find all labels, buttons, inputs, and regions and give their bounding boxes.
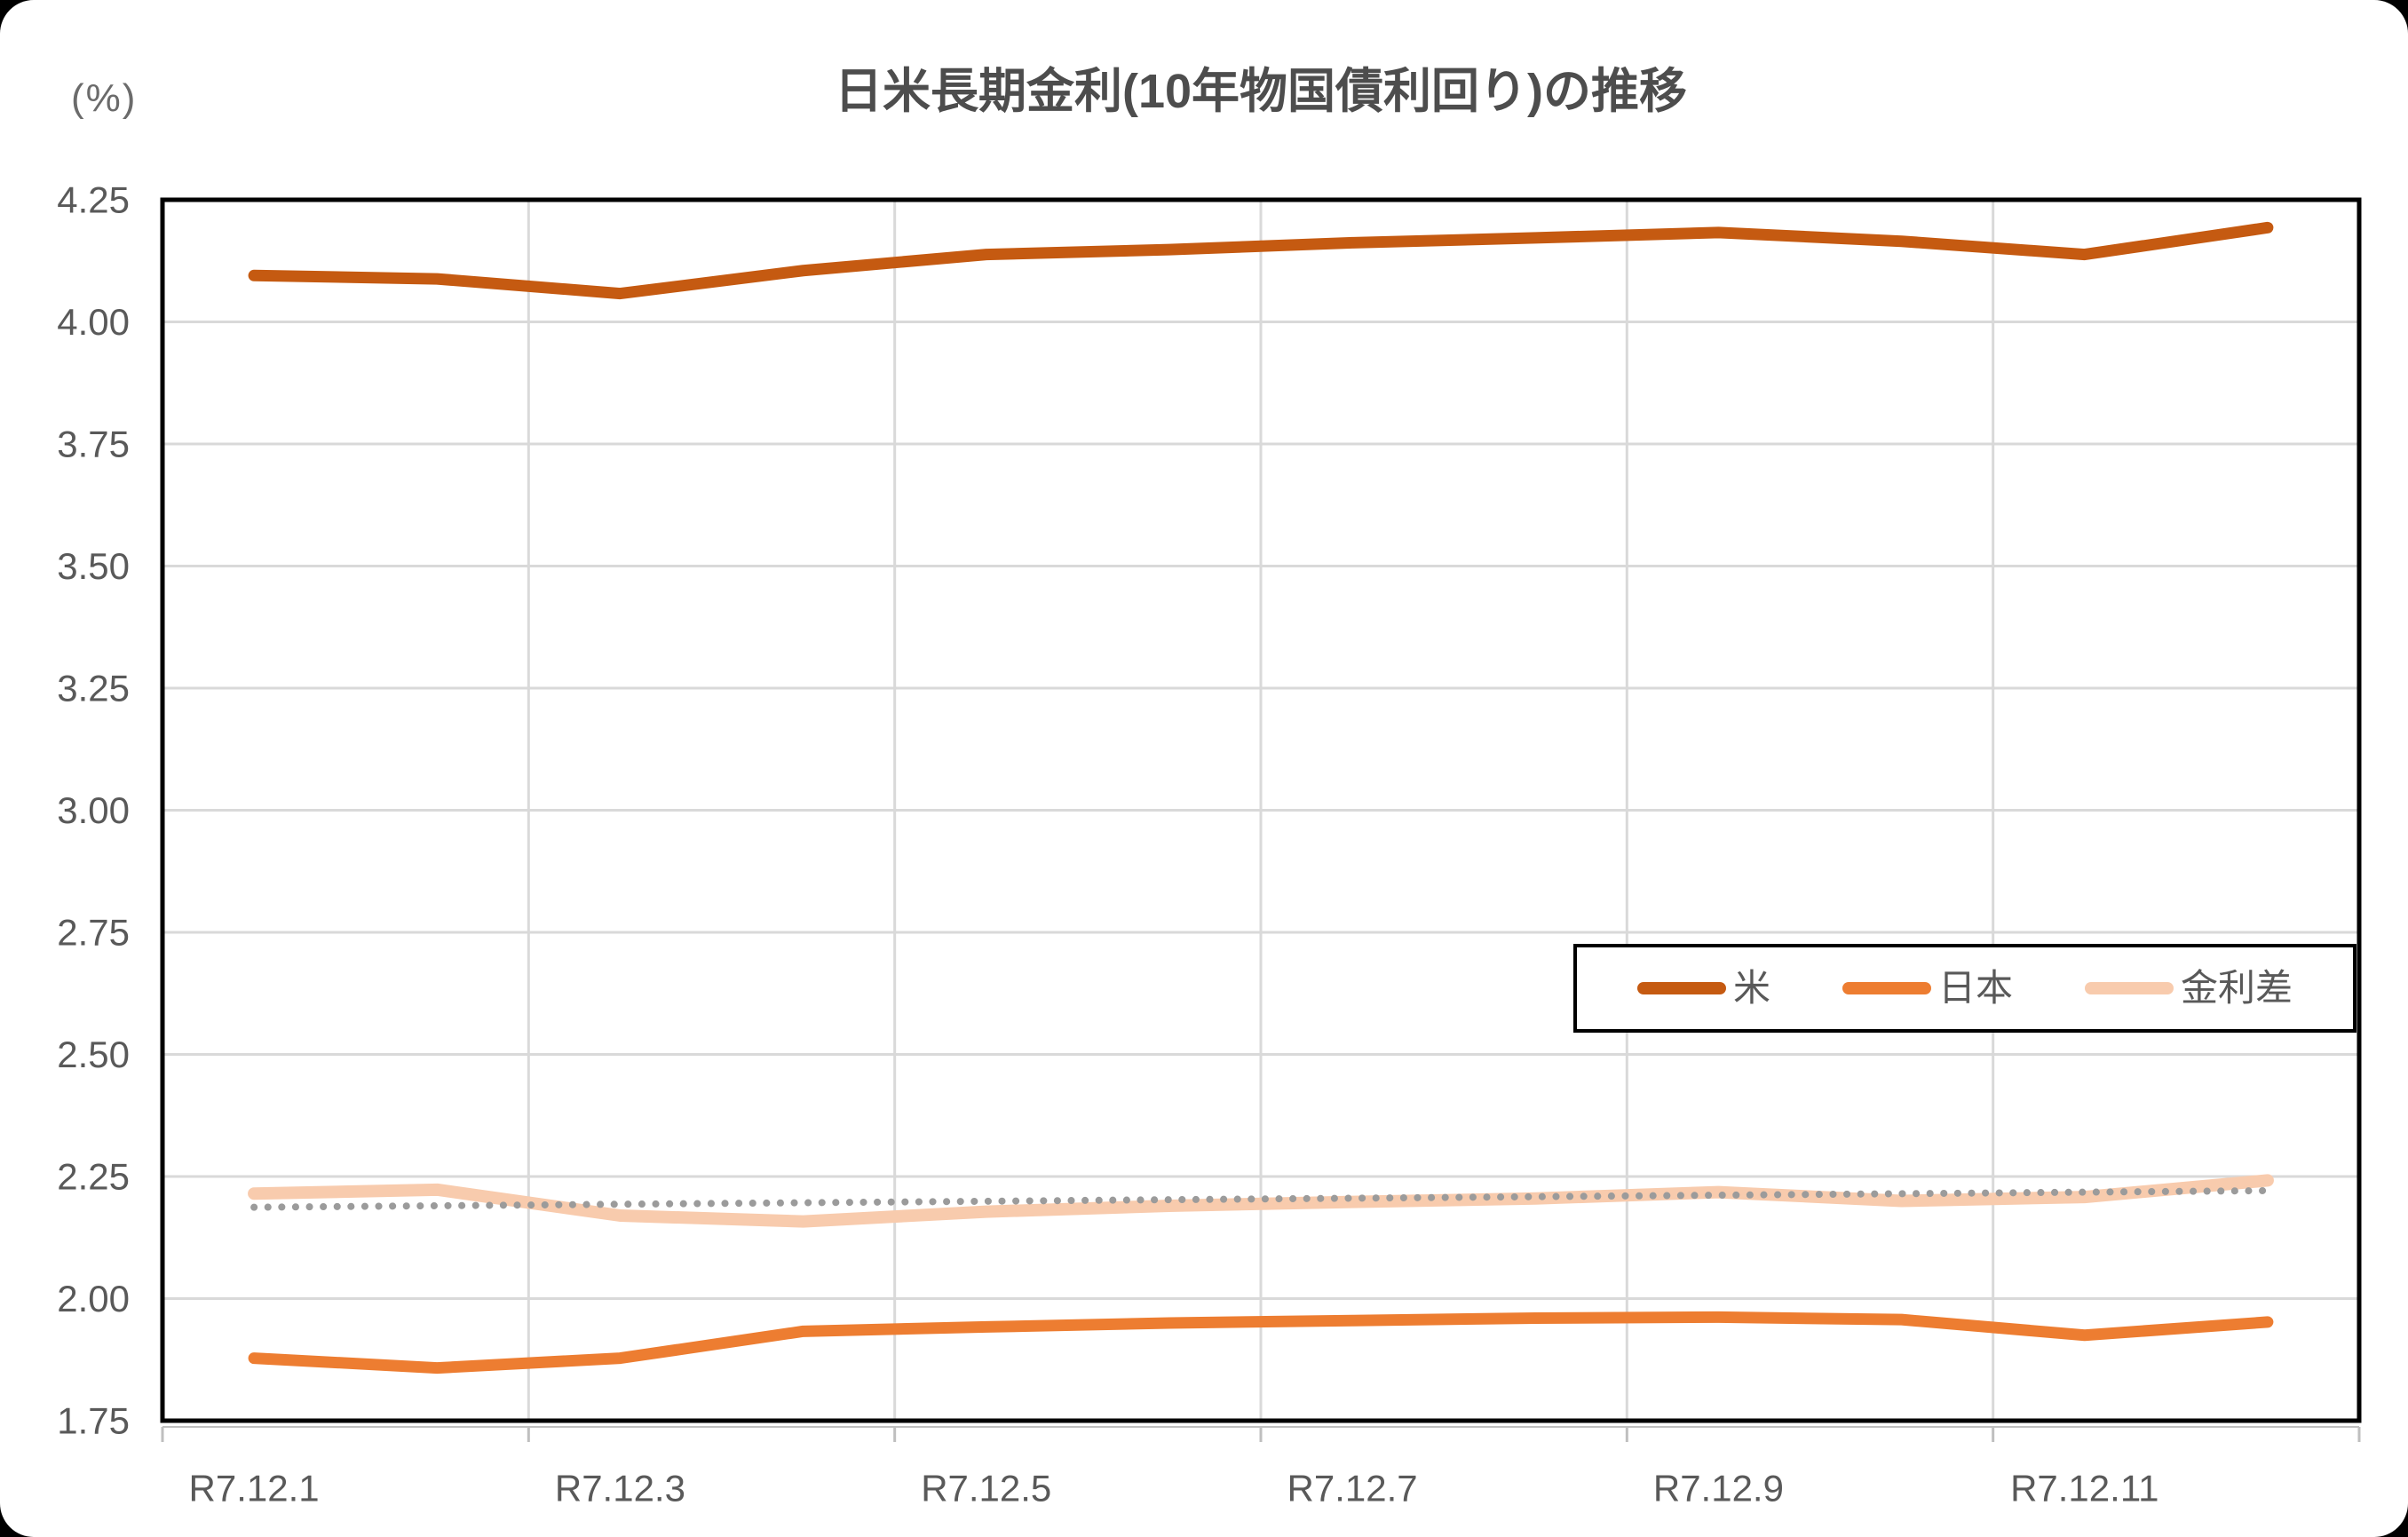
spread-series-swatch-icon xyxy=(2084,982,2174,994)
plot-border xyxy=(160,197,2362,1423)
legend-item-us: 米 xyxy=(1637,970,1770,1007)
chart-title: 日米長期金利(10年物国債利回り)の推移 xyxy=(834,65,1688,118)
y-axis-tick-label: 4.25 xyxy=(57,179,130,221)
x-axis-tick-label: R7.12.11 xyxy=(2010,1468,2158,1509)
chart-legend: 米 日本 金利差 xyxy=(1573,944,2357,1033)
y-axis-tick-label: 3.00 xyxy=(57,789,130,831)
y-axis-tick-label: 3.50 xyxy=(57,545,130,587)
legend-item-spread: 金利差 xyxy=(2084,967,2293,1009)
y-axis-tick-label: 1.75 xyxy=(57,1400,130,1442)
x-axis-tick-label: R7.12.1 xyxy=(189,1468,320,1509)
y-axis-tick-label: 4.00 xyxy=(57,301,130,343)
x-axis-tick-label: R7.12.5 xyxy=(921,1468,1051,1509)
y-axis-tick-label: 2.25 xyxy=(57,1156,130,1198)
spread-trend-dotted-line xyxy=(250,1186,2271,1211)
legend-label-japan: 日本 xyxy=(1937,967,2013,1009)
legend-label-us: 米 xyxy=(1733,967,1771,1009)
legend-label-spread: 金利差 xyxy=(2180,967,2293,1009)
y-axis-unit-label: (%) xyxy=(71,76,138,120)
x-axis-tick-label: R7.12.7 xyxy=(1287,1468,1418,1509)
y-axis-tick-label: 3.75 xyxy=(57,424,130,465)
japan-series-swatch-icon xyxy=(1842,982,1931,994)
spread-series-line xyxy=(248,1174,2274,1228)
x-axis-tick-label: R7.12.9 xyxy=(1653,1468,1784,1509)
y-axis-tick-label: 3.25 xyxy=(57,668,130,709)
x-axis-tick-label: R7.12.3 xyxy=(555,1468,685,1509)
japan-series-line xyxy=(248,1311,2274,1375)
y-axis-tick-label: 2.50 xyxy=(57,1034,130,1075)
y-axis-tick-label: 2.75 xyxy=(57,912,130,954)
y-axis-tick-label: 2.00 xyxy=(57,1278,130,1319)
us-series-swatch-icon xyxy=(1637,982,1726,994)
us-series-line xyxy=(248,221,2274,300)
legend-item-japan: 日本 xyxy=(1842,970,2013,1007)
